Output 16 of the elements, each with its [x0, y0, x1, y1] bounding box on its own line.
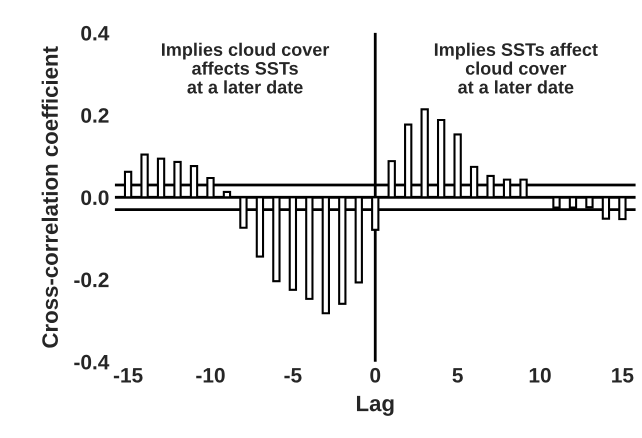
y-tick-label: 0.0 [81, 190, 109, 206]
x-axis-title: Lag [356, 396, 394, 416]
y-tick-label: 0.4 [81, 26, 110, 41]
x-tick-label: 10 [530, 368, 551, 383]
annotation: Implies cloud cover affects SSTs at a later date [162, 42, 330, 94]
y-tick-label: 0.2 [81, 108, 109, 123]
y-tick-label: -0.4 [74, 354, 110, 370]
x-tick-label: -5 [284, 368, 302, 383]
x-tick-label: 5 [452, 368, 463, 383]
y-axis-title: Cross-correlation coefficient [42, 46, 58, 348]
x-tick-label: -15 [114, 368, 143, 383]
x-tick-label: 0 [370, 368, 380, 383]
x-tick-label: -10 [196, 368, 225, 383]
x-tick-label: 15 [612, 368, 634, 383]
y-tick-label: -0.2 [74, 272, 109, 288]
annotation: Implies SSTs affect cloud cover at a later date [434, 42, 598, 94]
